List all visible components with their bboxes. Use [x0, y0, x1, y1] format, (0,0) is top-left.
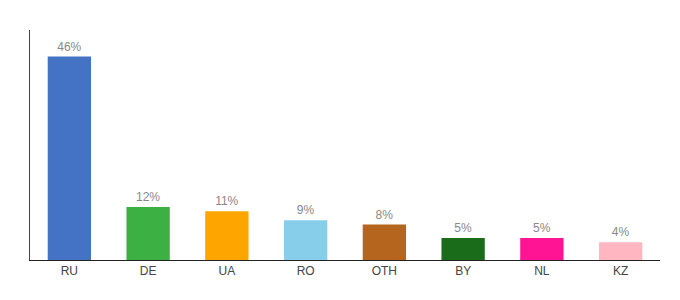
svg-text:OTH: OTH [372, 264, 397, 278]
svg-text:9%: 9% [297, 203, 315, 217]
svg-text:5%: 5% [454, 221, 472, 235]
svg-text:11%: 11% [215, 194, 238, 208]
svg-text:BY: BY [455, 264, 471, 278]
svg-text:8%: 8% [376, 208, 394, 222]
svg-text:RO: RO [297, 264, 315, 278]
svg-text:UA: UA [219, 264, 236, 278]
svg-text:5%: 5% [533, 221, 551, 235]
svg-text:KZ: KZ [613, 264, 628, 278]
svg-text:46%: 46% [57, 40, 81, 54]
svg-text:12%: 12% [136, 190, 160, 204]
svg-text:4%: 4% [612, 225, 630, 239]
svg-text:DE: DE [140, 264, 157, 278]
svg-text:RU: RU [61, 264, 78, 278]
svg-text:NL: NL [534, 264, 550, 278]
